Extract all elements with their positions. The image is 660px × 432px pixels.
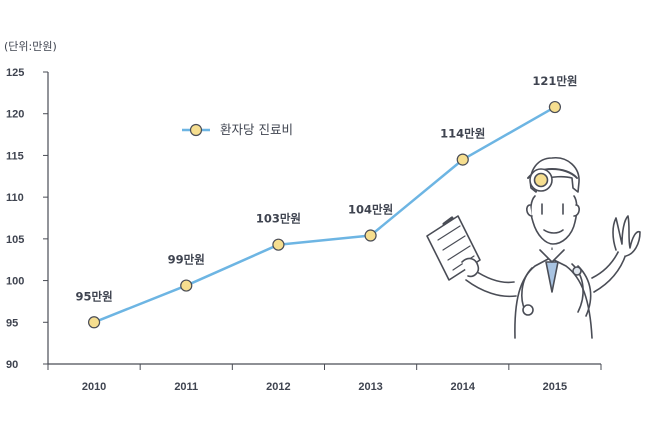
x-tick-label: 2013 [358,381,382,393]
series-line [92,105,557,324]
y-tick-label: 100 [6,276,24,288]
y-unit-label: (단위:만원) [4,40,57,53]
y-tick-label: 110 [6,192,24,204]
y-tick-label: 95 [6,317,18,329]
data-label: 121만원 [532,74,577,88]
data-label: 103만원 [256,212,301,226]
y-tick-label: 115 [6,150,24,162]
data-point [272,238,285,251]
doctor-illustration [426,157,641,339]
x-tick-label: 2014 [451,381,476,393]
y-tick-label: 120 [6,109,24,121]
data-label: 114만원 [440,127,485,141]
data-label: 104만원 [348,203,393,217]
x-axis: 2010 2011 2012 2013 2014 2015 [47,363,602,393]
y-tick-label: 125 [6,67,24,79]
y-tick-label: 105 [6,234,24,246]
plot-area: 95만원 99만원 103만원 104만원 114만원 121만원 [75,74,578,329]
legend-label: 환자당 진료비 [220,122,293,137]
data-point [548,100,562,114]
data-point [180,279,193,292]
legend-marker [189,123,203,137]
y-axis: 125 120 115 110 105 100 95 90 [6,67,49,371]
legend: 환자당 진료비 [182,122,293,137]
data-point [87,316,101,329]
y-tick-label: 90 [6,359,18,371]
data-point [456,153,469,166]
data-point [364,229,377,242]
x-tick-label: 2011 [174,381,198,393]
data-label: 95만원 [75,289,112,303]
x-tick-label: 2012 [266,381,290,393]
data-label: 99만원 [168,253,205,267]
x-tick-label: 2010 [82,381,106,393]
x-tick-label: 2015 [543,381,567,393]
